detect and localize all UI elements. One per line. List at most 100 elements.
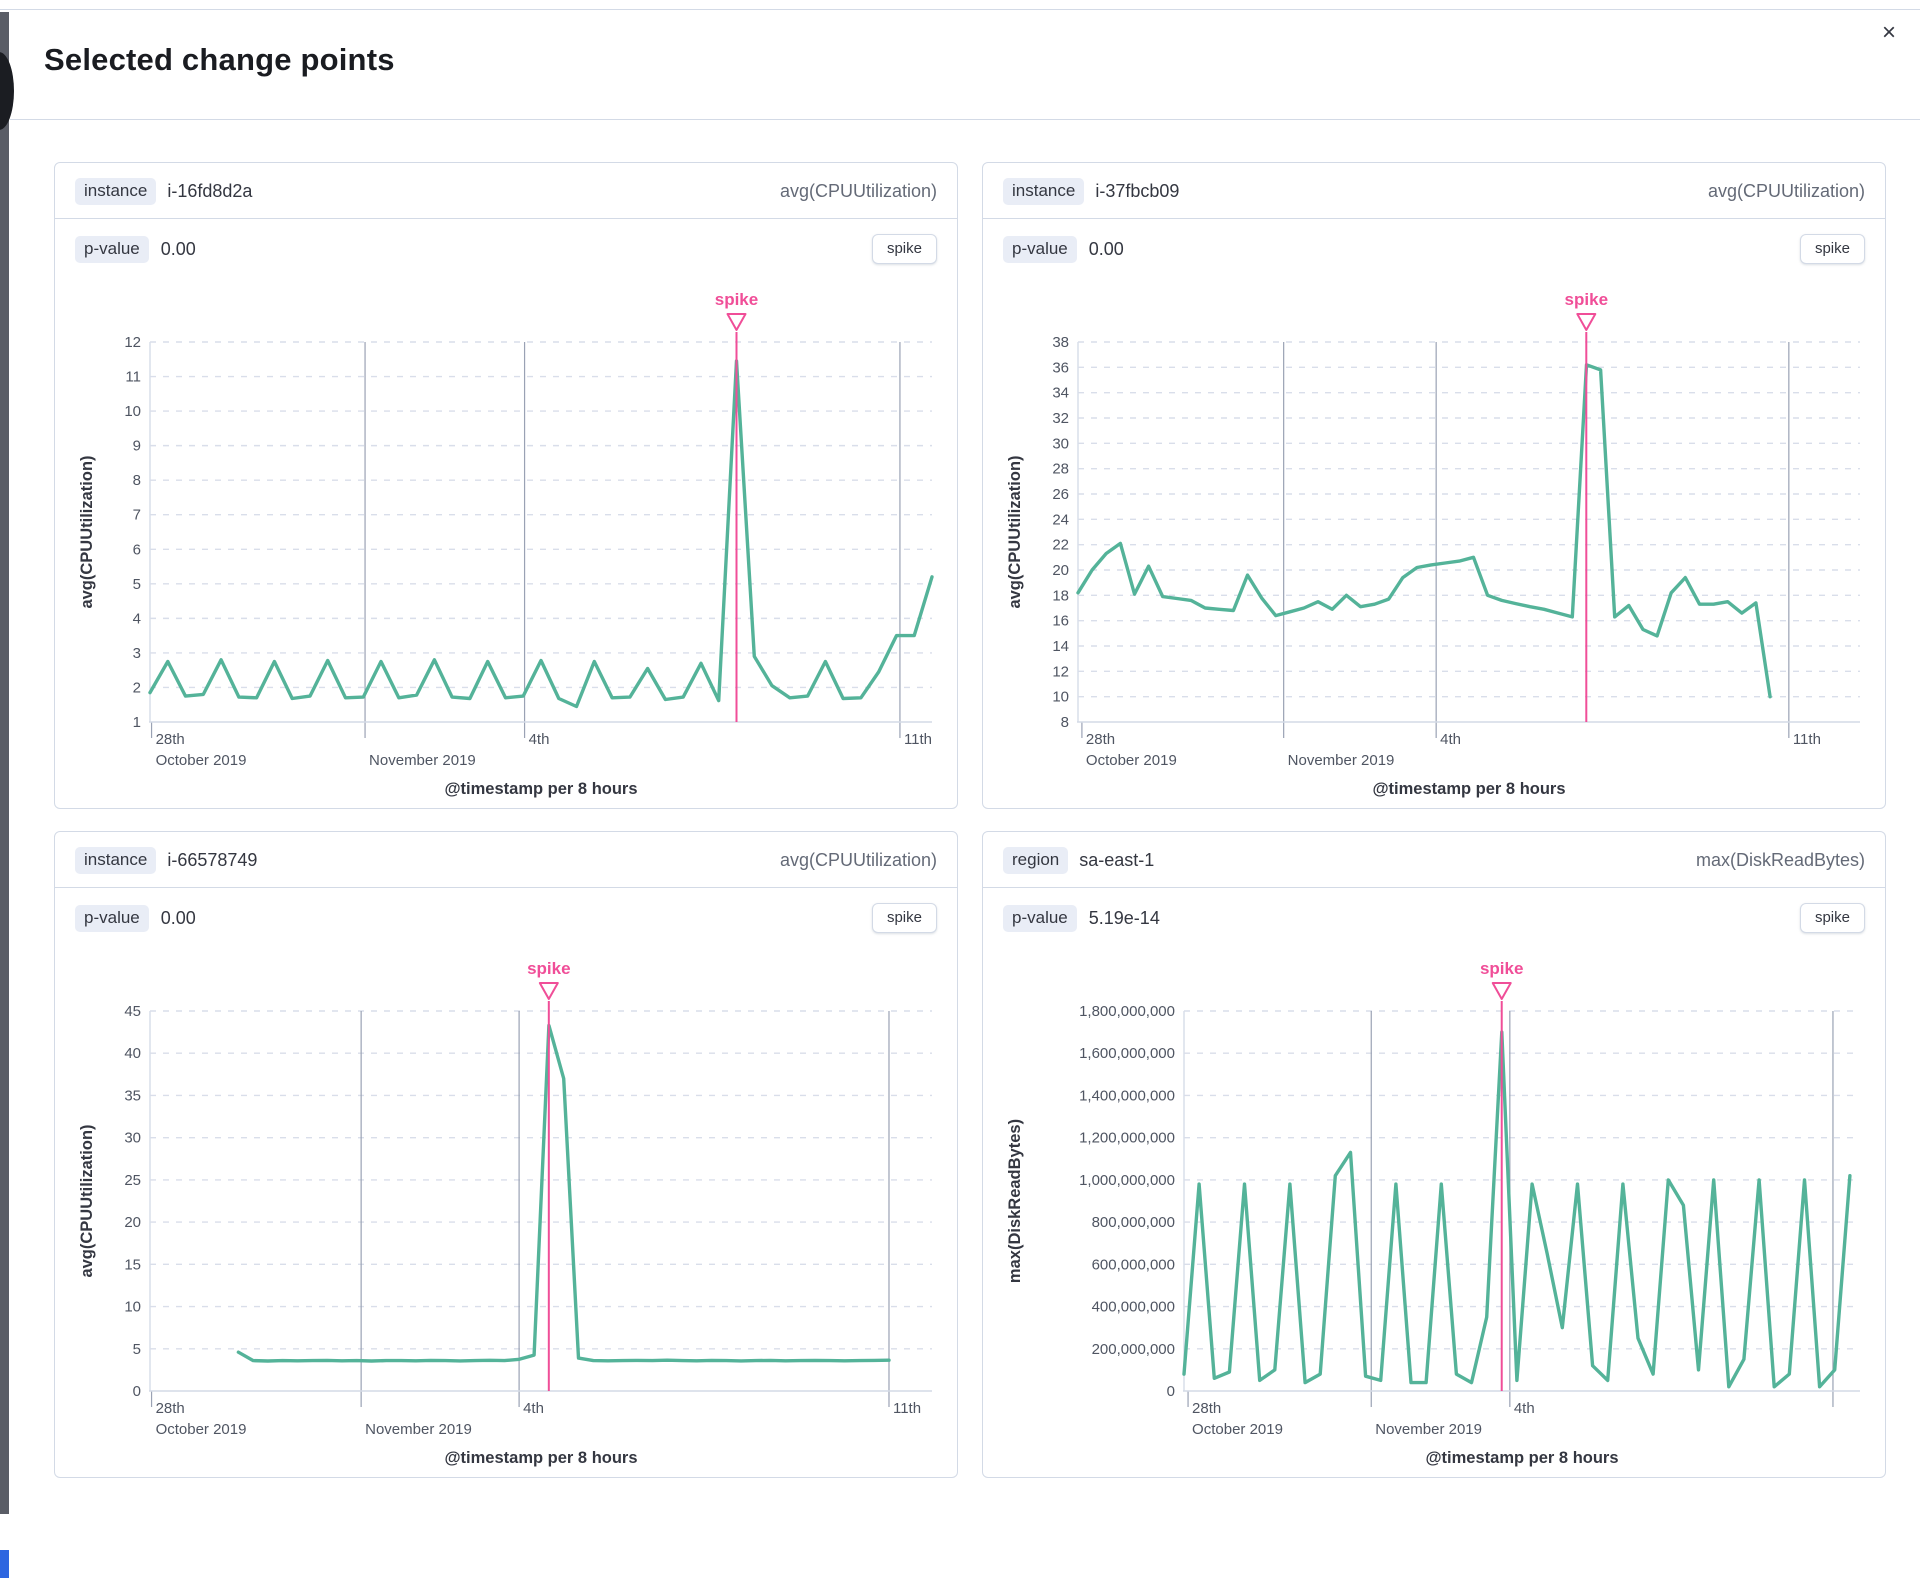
p-value-badge: p-value xyxy=(1003,235,1077,263)
svg-text:0: 0 xyxy=(133,1383,141,1400)
svg-text:max(DiskReadBytes): max(DiskReadBytes) xyxy=(1006,1119,1024,1283)
svg-text:36: 36 xyxy=(1052,359,1069,376)
svg-text:20: 20 xyxy=(124,1214,141,1231)
svg-text:@timestamp per 8 hours: @timestamp per 8 hours xyxy=(1372,780,1565,798)
svg-text:25: 25 xyxy=(124,1172,141,1189)
svg-text:24: 24 xyxy=(1052,511,1069,528)
svg-text:14: 14 xyxy=(1052,638,1069,655)
field-badge: instance xyxy=(75,847,157,874)
svg-text:8: 8 xyxy=(1061,714,1069,731)
change-point-grid: instance i-16fd8d2a avg(CPUUtilization) … xyxy=(54,162,1886,1478)
close-icon[interactable]: × xyxy=(1872,16,1906,50)
field-badge: instance xyxy=(1003,178,1085,205)
spike-type-button[interactable]: spike xyxy=(871,903,937,933)
svg-text:0: 0 xyxy=(1167,1383,1175,1400)
svg-text:spike: spike xyxy=(715,290,758,309)
svg-text:@timestamp per 8 hours: @timestamp per 8 hours xyxy=(444,1449,637,1467)
field-badge: region xyxy=(1003,847,1069,874)
svg-text:November 2019: November 2019 xyxy=(1288,752,1395,769)
svg-text:30: 30 xyxy=(124,1130,141,1147)
metric-label: max(DiskReadBytes) xyxy=(1695,850,1865,870)
svg-text:34: 34 xyxy=(1052,385,1069,402)
p-value-badge: p-value xyxy=(1003,904,1077,932)
change-point-card: region sa-east-1 max(DiskReadBytes) p-va… xyxy=(982,831,1886,1478)
field-value: i-66578749 xyxy=(167,850,258,870)
svg-text:200,000,000: 200,000,000 xyxy=(1092,1341,1175,1358)
svg-text:spike: spike xyxy=(1565,290,1608,309)
svg-text:@timestamp per 8 hours: @timestamp per 8 hours xyxy=(444,780,637,798)
spike-type-button[interactable]: spike xyxy=(1799,234,1865,264)
svg-text:28th: 28th xyxy=(1086,731,1115,748)
spike-type-button[interactable]: spike xyxy=(1799,903,1865,933)
svg-text:600,000,000: 600,000,000 xyxy=(1092,1256,1175,1273)
svg-text:11th: 11th xyxy=(1793,731,1821,748)
svg-text:20: 20 xyxy=(1052,562,1069,579)
svg-text:October 2019: October 2019 xyxy=(1192,1421,1283,1438)
svg-text:avg(CPUUtilization): avg(CPUUtilization) xyxy=(1006,455,1024,608)
svg-text:30: 30 xyxy=(1052,435,1069,452)
svg-text:9: 9 xyxy=(133,438,141,455)
svg-text:4th: 4th xyxy=(523,1400,544,1417)
card-header: instance i-66578749 avg(CPUUtilization) xyxy=(55,832,957,888)
field-value: i-37fbcb09 xyxy=(1095,181,1180,201)
svg-text:3: 3 xyxy=(133,645,141,662)
metric-label: avg(CPUUtilization) xyxy=(779,850,937,870)
svg-text:1,800,000,000: 1,800,000,000 xyxy=(1079,1003,1175,1020)
page-edge-blue-accent xyxy=(0,1550,9,1578)
svg-text:11: 11 xyxy=(125,369,141,386)
field-value: i-16fd8d2a xyxy=(167,181,253,201)
change-points-modal: Selected change points × instance i-16fd… xyxy=(10,16,1920,1478)
svg-text:28: 28 xyxy=(1052,461,1069,478)
p-value: 0.00 xyxy=(160,238,196,259)
svg-text:40: 40 xyxy=(124,1045,141,1062)
svg-text:spike: spike xyxy=(1480,959,1523,978)
svg-text:avg(CPUUtilization): avg(CPUUtilization) xyxy=(78,1124,96,1277)
svg-text:11th: 11th xyxy=(893,1400,921,1417)
card-header: instance i-37fbcb09 avg(CPUUtilization) xyxy=(983,163,1885,219)
svg-text:28th: 28th xyxy=(156,1400,185,1417)
svg-text:11th: 11th xyxy=(904,731,932,748)
change-point-card: instance i-16fd8d2a avg(CPUUtilization) … xyxy=(54,162,958,809)
svg-text:28th: 28th xyxy=(1192,1400,1221,1417)
svg-text:10: 10 xyxy=(1052,689,1069,706)
svg-text:4th: 4th xyxy=(1514,1400,1535,1417)
svg-text:@timestamp per 8 hours: @timestamp per 8 hours xyxy=(1425,1449,1618,1467)
svg-text:1,400,000,000: 1,400,000,000 xyxy=(1079,1087,1175,1104)
svg-text:October 2019: October 2019 xyxy=(156,1421,247,1438)
p-value: 0.00 xyxy=(1088,238,1124,259)
svg-text:35: 35 xyxy=(124,1087,141,1104)
p-value-row: p-value 0.00 spike xyxy=(55,219,957,268)
svg-text:October 2019: October 2019 xyxy=(1086,752,1177,769)
svg-text:1: 1 xyxy=(133,714,141,731)
change-point-chart: 0 200,000,000 400,000,000 600,000,000 800,00… xyxy=(1006,959,1860,1467)
svg-text:32: 32 xyxy=(1052,410,1069,427)
p-value-row: p-value 0.00 spike xyxy=(55,888,957,937)
svg-text:4: 4 xyxy=(133,610,141,627)
svg-text:November 2019: November 2019 xyxy=(365,1421,472,1438)
page-edge-blob xyxy=(0,52,14,130)
svg-text:10: 10 xyxy=(124,1299,141,1316)
change-point-card: instance i-66578749 avg(CPUUtilization) … xyxy=(54,831,958,1478)
svg-text:18: 18 xyxy=(1052,587,1069,604)
metric-label: avg(CPUUtilization) xyxy=(779,181,937,201)
svg-text:November 2019: November 2019 xyxy=(1375,1421,1482,1438)
p-value: 0.00 xyxy=(160,907,196,928)
svg-text:12: 12 xyxy=(124,334,141,351)
svg-text:October 2019: October 2019 xyxy=(156,752,247,769)
page-edge-decoration xyxy=(0,12,9,1514)
card-header: instance i-16fd8d2a avg(CPUUtilization) xyxy=(55,163,957,219)
svg-text:6: 6 xyxy=(133,541,141,558)
svg-text:26: 26 xyxy=(1052,486,1069,503)
flyout-top-border xyxy=(0,9,1920,10)
p-value-row: p-value 5.19e-14 spike xyxy=(983,888,1885,937)
svg-text:1,600,000,000: 1,600,000,000 xyxy=(1079,1045,1175,1062)
svg-text:8: 8 xyxy=(133,472,141,489)
svg-text:22: 22 xyxy=(1052,537,1069,554)
spike-type-button[interactable]: spike xyxy=(871,234,937,264)
svg-text:10: 10 xyxy=(124,403,141,420)
modal-title: Selected change points xyxy=(44,41,395,77)
change-point-chart: 0 5 10 15 20 25 30 35 40 45 28th October 2019 Novemb… xyxy=(78,959,932,1467)
svg-text:38: 38 xyxy=(1052,334,1069,351)
p-value: 5.19e-14 xyxy=(1088,907,1160,928)
